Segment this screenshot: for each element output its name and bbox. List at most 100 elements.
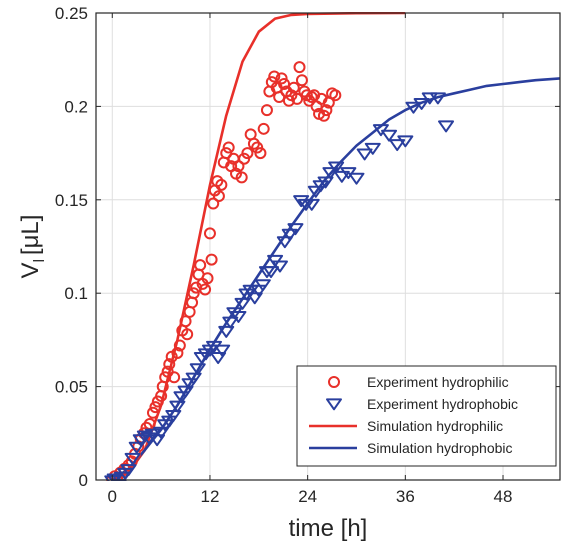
data-point xyxy=(257,122,270,135)
axis-ticks: 0 12 24 36 48 0 0.05 0.1 0.15 0.2 0.25 xyxy=(55,4,560,506)
data-point xyxy=(125,455,138,468)
y-tick-label: 0 xyxy=(79,471,88,490)
data-point xyxy=(199,283,212,296)
y-tick-label: 0.05 xyxy=(55,378,88,397)
legend-swatch xyxy=(326,398,342,411)
data-point xyxy=(120,464,137,477)
data-point xyxy=(397,135,414,148)
data-point xyxy=(177,385,194,398)
plot-area xyxy=(104,12,560,481)
data-point xyxy=(173,339,186,352)
data-point xyxy=(187,287,200,300)
data-point xyxy=(222,141,235,154)
data-point xyxy=(381,129,398,142)
legend-swatch xyxy=(328,376,340,388)
y-tick-label: 0.15 xyxy=(55,191,88,210)
legend-label: Simulation hydrophobic xyxy=(367,440,513,456)
x-tick-label: 36 xyxy=(396,487,415,506)
data-point xyxy=(303,198,320,211)
data-point xyxy=(356,148,373,161)
data-point xyxy=(329,89,342,102)
data-point xyxy=(218,325,235,338)
data-point xyxy=(169,400,186,413)
data-point xyxy=(307,185,324,198)
data-point xyxy=(287,81,300,94)
data-point xyxy=(317,109,330,122)
data-point xyxy=(232,160,245,173)
data-point xyxy=(271,260,288,273)
plot-frame xyxy=(95,12,561,481)
y-axis-label-unit: [μL] xyxy=(17,215,44,256)
y-axis-label: Vl [μL] xyxy=(17,215,48,279)
data-point xyxy=(268,70,281,83)
data-point xyxy=(124,452,141,465)
data-point xyxy=(278,77,291,90)
data-point xyxy=(348,172,365,185)
data-point xyxy=(273,91,286,104)
data-point xyxy=(210,352,227,365)
data-point xyxy=(181,328,194,341)
data-point xyxy=(254,147,267,160)
data-point xyxy=(136,430,153,443)
data-point xyxy=(226,307,243,320)
x-tick-label: 12 xyxy=(201,487,220,506)
data-point xyxy=(282,94,295,107)
data-point xyxy=(163,358,176,371)
y-tick-label: 0.1 xyxy=(64,284,88,303)
data-point xyxy=(168,371,181,384)
legend-box xyxy=(296,365,557,467)
data-point xyxy=(186,296,199,309)
data-point xyxy=(153,426,170,439)
data-point xyxy=(212,190,225,203)
data-point xyxy=(222,316,239,329)
data-point xyxy=(333,170,350,183)
x-tick-label: 48 xyxy=(494,487,513,506)
data-point xyxy=(405,101,422,114)
data-point xyxy=(322,167,339,180)
data-point xyxy=(159,371,172,384)
data-point xyxy=(429,92,446,105)
data-point xyxy=(247,137,260,150)
data-point xyxy=(317,176,334,189)
data-point xyxy=(364,142,381,155)
data-point xyxy=(275,72,288,85)
legend-label: Simulation hydrophilic xyxy=(367,418,503,434)
data-point xyxy=(149,434,166,447)
data-point xyxy=(320,104,333,117)
y-tick-label: 0.2 xyxy=(64,97,88,116)
data-point xyxy=(246,292,263,305)
data-point xyxy=(281,228,298,241)
data-point xyxy=(328,161,345,174)
legend: Experiment hydrophilic Experiment hydroph… xyxy=(296,365,557,467)
data-point xyxy=(438,120,455,133)
data-point xyxy=(230,310,247,323)
data-point xyxy=(260,104,273,117)
legend-label: Experiment hydrophobic xyxy=(367,396,518,412)
data-point xyxy=(254,279,271,292)
data-point xyxy=(205,253,218,266)
data-point xyxy=(276,236,293,249)
data-point xyxy=(194,259,207,272)
data-point xyxy=(214,344,231,357)
data-point xyxy=(146,406,159,419)
data-point xyxy=(171,346,184,359)
data-point xyxy=(293,61,306,74)
y-axis-label-main: V xyxy=(17,262,44,278)
data-point xyxy=(241,147,254,160)
data-point xyxy=(206,340,223,353)
data-point xyxy=(287,223,304,236)
y-tick-label: 0.25 xyxy=(55,4,88,23)
legend-label: Experiment hydrophilic xyxy=(367,374,509,390)
data-point xyxy=(128,441,145,454)
data-point xyxy=(201,272,214,285)
data-point xyxy=(220,147,233,160)
y-axis-label-subscript: l xyxy=(31,259,48,262)
data-point xyxy=(149,401,162,414)
x-axis-label: time [h] xyxy=(289,515,368,542)
x-tick-label: 0 xyxy=(108,487,117,506)
x-tick-label: 24 xyxy=(298,487,317,506)
data-point xyxy=(203,227,216,240)
data-point xyxy=(189,363,206,376)
data-point xyxy=(295,74,308,87)
